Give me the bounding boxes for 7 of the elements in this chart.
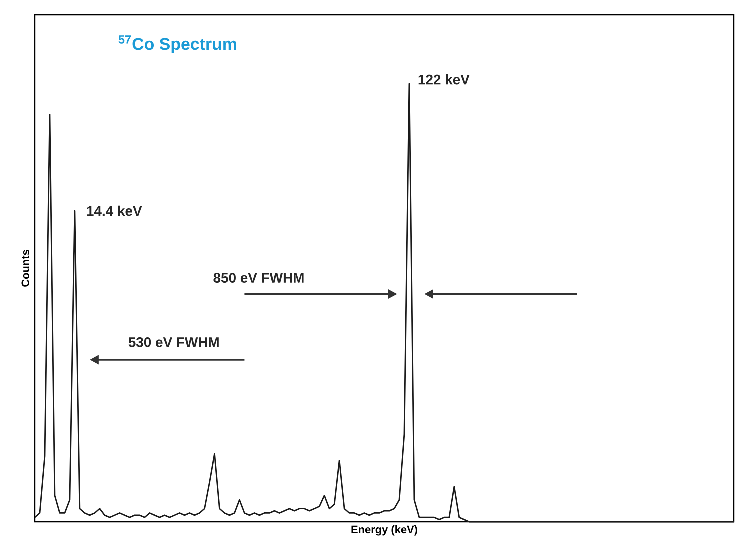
- annotation: 530 eV FWHM: [128, 337, 219, 348]
- annotation: 14.4 keV: [87, 206, 142, 216]
- chart-title: $^{57}$Co Spectrum: [118, 36, 236, 54]
- annotation: 850 eV FWHM: [214, 273, 304, 283]
- annotation: 122 keV: [418, 74, 470, 85]
- x-axis-title: Energy (keV): [352, 526, 418, 536]
- y-axis-title: Counts: [22, 250, 30, 287]
